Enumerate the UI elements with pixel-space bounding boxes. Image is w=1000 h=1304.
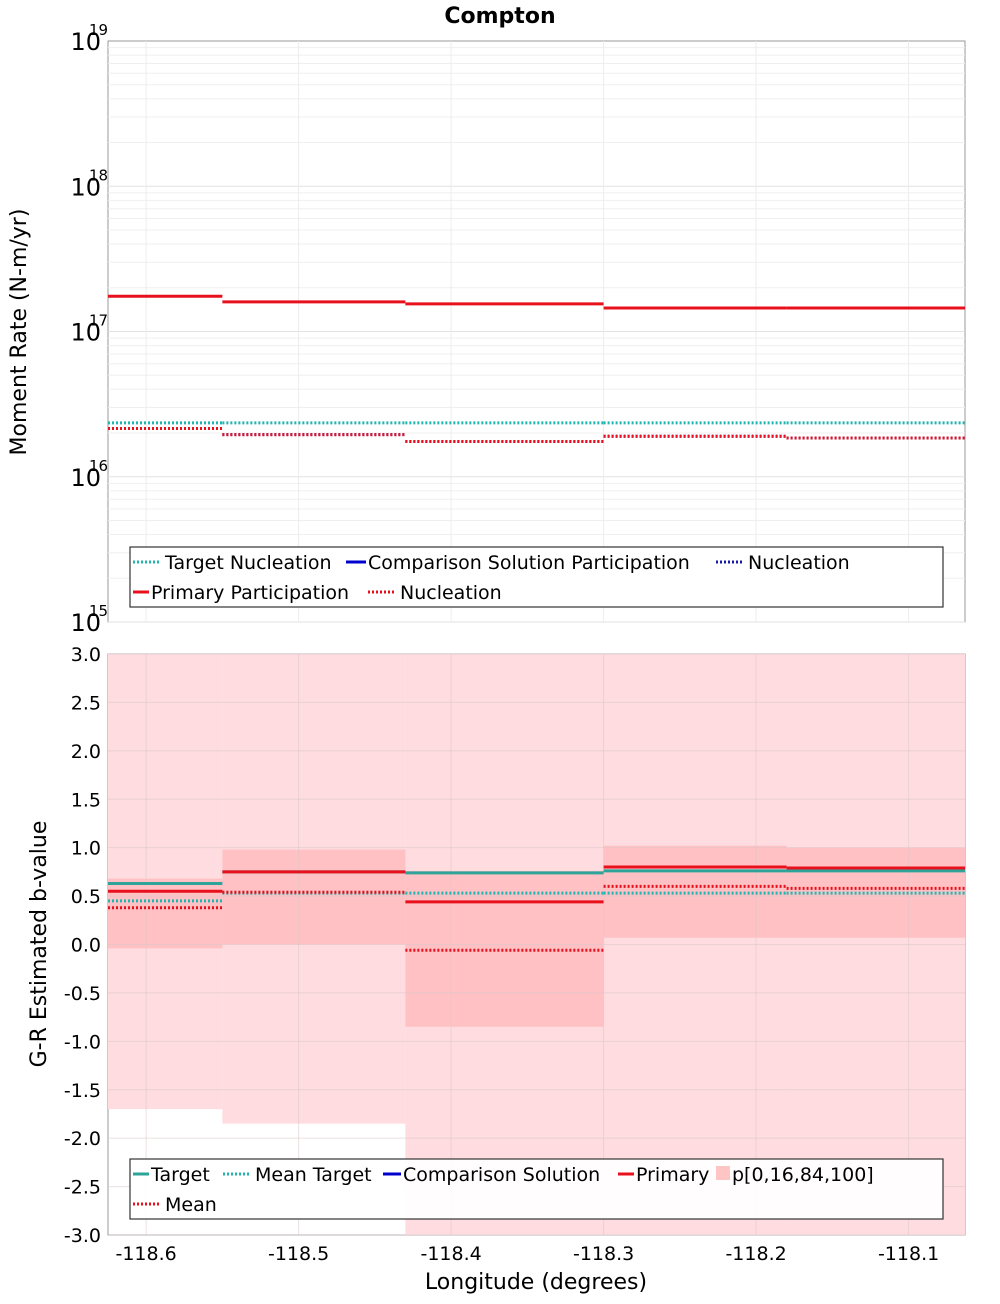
top-y-tick-exponent: 15 xyxy=(89,602,108,620)
legend-label-target: Target xyxy=(150,1164,210,1186)
bottom-y-axis-label: G-R Estimated b-value xyxy=(27,821,52,1068)
bottom-y-tick-label: 1.0 xyxy=(71,838,101,860)
top-y-tick-exponent: 16 xyxy=(89,457,108,475)
top-y-tick-exponent: 17 xyxy=(89,312,108,330)
top-y-tick-label: 10 xyxy=(70,173,101,201)
legend-label-percentile-band: p[0,16,84,100] xyxy=(732,1164,874,1186)
legend-label-comparison-solution: Comparison Solution xyxy=(403,1164,600,1186)
top-y-tick-label: 10 xyxy=(70,609,101,637)
bottom-y-tick-label: 0.0 xyxy=(71,935,101,957)
bottom-y-tick-label: -1.5 xyxy=(64,1080,101,1102)
bottom-y-tick-label: -3.0 xyxy=(64,1225,101,1247)
top-legend: Target Nucleation Comparison Solution Pa… xyxy=(129,546,944,608)
legend-label-primary-nucleation: Nucleation xyxy=(400,582,502,604)
x-tick-label: -118.2 xyxy=(725,1243,786,1265)
top-legend-box xyxy=(129,546,944,608)
x-tick-label: -118.6 xyxy=(115,1243,176,1265)
legend-label-comparison-participation: Comparison Solution Participation xyxy=(368,552,690,574)
band-inner-3 xyxy=(603,845,787,938)
x-tick-label: -118.4 xyxy=(420,1243,481,1265)
bottom-y-tick-labels: -3.0 -2.5 -2.0 -1.5 -1.0 -0.5 0.0 0.5 1.0 1.5 2.0 2… xyxy=(64,644,101,1247)
x-tick-labels: -118.6 -118.5 -118.4 -118.3 -118.2 -118.1 xyxy=(115,1243,939,1265)
bottom-y-tick-label: -2.0 xyxy=(64,1128,101,1150)
x-tick-label: -118.1 xyxy=(878,1243,939,1265)
legend-label-mean: Mean xyxy=(165,1194,217,1216)
legend-swatch-percentile-band xyxy=(716,1166,730,1180)
bottom-legend-box xyxy=(129,1158,944,1220)
bottom-y-tick-label: 1.5 xyxy=(71,789,101,811)
top-y-tick-label: 10 xyxy=(70,319,101,347)
top-series-lines xyxy=(108,294,965,443)
x-tick-label: -118.3 xyxy=(573,1243,634,1265)
x-tick-label: -118.5 xyxy=(268,1243,329,1265)
top-y-tick-label: 10 xyxy=(70,28,101,56)
legend-label-comparison-nucleation: Nucleation xyxy=(748,552,850,574)
bottom-series-lines xyxy=(108,865,965,952)
bottom-panel: -3.0 -2.5 -2.0 -1.5 -1.0 -0.5 0.0 0.5 1.0 1.5 2.0 2… xyxy=(27,644,966,1295)
legend-label-mean-target: Mean Target xyxy=(255,1164,372,1186)
bottom-y-tick-label: -2.5 xyxy=(64,1177,101,1199)
band-inner-0 xyxy=(108,878,223,949)
legend-label-primary-participation: Primary Participation xyxy=(151,582,349,604)
top-y-tick-exponent: 18 xyxy=(89,166,108,184)
top-y-axis-label: Moment Rate (N-m/yr) xyxy=(7,209,32,456)
top-gridlines xyxy=(108,41,965,623)
bottom-gridlines xyxy=(108,653,965,1236)
bottom-y-tick-label: 2.0 xyxy=(71,741,101,763)
bottom-y-tick-label: -0.5 xyxy=(64,983,101,1005)
bottom-y-tick-label: -1.0 xyxy=(64,1031,101,1053)
bottom-y-tick-label: 2.5 xyxy=(71,692,101,714)
legend-label-primary: Primary xyxy=(636,1164,709,1186)
bottom-y-tick-label: 3.0 xyxy=(71,644,101,666)
x-axis-label: Longitude (degrees) xyxy=(425,1270,647,1295)
legend-label-target-nucleation: Target Nucleation xyxy=(164,552,332,574)
band-inner-1 xyxy=(222,849,406,945)
bottom-legend: Target Mean Target Comparison Solution P… xyxy=(129,1158,944,1220)
top-y-tick-exponent: 19 xyxy=(89,21,108,39)
chart-title: Compton xyxy=(444,4,555,29)
bottom-y-tick-label: 0.5 xyxy=(71,886,101,908)
top-y-tick-label: 10 xyxy=(70,464,101,492)
